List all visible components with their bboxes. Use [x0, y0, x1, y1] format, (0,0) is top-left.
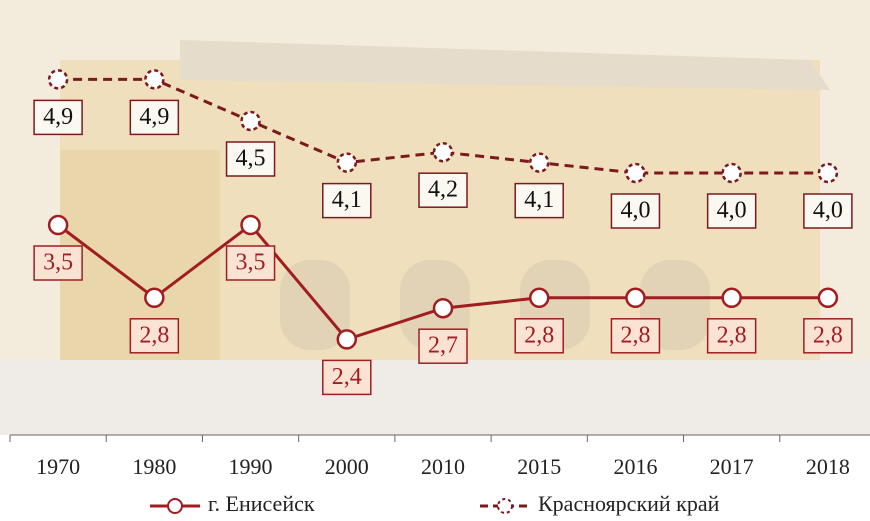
point — [240, 214, 261, 236]
point — [432, 297, 454, 319]
value-label: 2,8 — [717, 322, 747, 348]
value-label: 4,1 — [332, 187, 362, 213]
value-label-box — [322, 182, 372, 219]
point — [144, 69, 165, 90]
point — [721, 287, 742, 309]
value-label-box — [610, 193, 661, 229]
value-label: 4,5 — [236, 146, 266, 172]
value-label: 4,2 — [428, 177, 458, 203]
value-label: 4,0 — [813, 198, 843, 224]
value-label: 2,4 — [332, 364, 362, 390]
series-line — [58, 77, 828, 175]
x-tick-label: 2016 — [613, 454, 657, 479]
value-label-box — [803, 318, 853, 354]
point — [336, 329, 358, 350]
value-label: 2,7 — [428, 333, 458, 359]
legend-label: г. Енисейск — [208, 491, 315, 516]
point — [625, 287, 646, 309]
value-label: 3,5 — [43, 250, 73, 276]
point — [432, 141, 454, 163]
value-label-box — [610, 318, 661, 354]
point — [144, 287, 165, 309]
value-label-box — [129, 99, 180, 136]
value-label: 2,8 — [813, 322, 843, 348]
x-tick-label: 2018 — [806, 454, 850, 479]
x-tick-label: 2017 — [710, 454, 754, 479]
value-label-box — [322, 359, 372, 396]
value-label: 2,8 — [139, 322, 169, 348]
point — [336, 152, 358, 173]
value-label-box — [129, 318, 180, 354]
legend-marker — [497, 498, 513, 514]
value-label: 4,9 — [139, 104, 169, 130]
value-label-box — [418, 328, 468, 364]
x-tick-label: 2010 — [421, 454, 465, 479]
point — [721, 162, 742, 184]
value-label: 2,8 — [620, 322, 650, 348]
point — [47, 69, 69, 90]
value-label-box — [33, 245, 83, 281]
point — [817, 162, 839, 184]
value-label-box — [33, 99, 83, 136]
value-label-box — [225, 245, 276, 281]
legend-label: Красноярский край — [538, 491, 720, 516]
value-label: 3,5 — [236, 250, 266, 276]
point — [625, 162, 646, 184]
x-tick-label: 1980 — [132, 454, 176, 479]
x-tick-label: 1970 — [36, 454, 80, 479]
value-label: 2,8 — [524, 322, 554, 348]
x-tick-label: 1990 — [229, 454, 273, 479]
legend-marker — [167, 498, 183, 514]
x-tick-label: 2015 — [517, 454, 561, 479]
value-label-box — [803, 193, 853, 229]
value-label-box — [514, 318, 564, 354]
value-label-box — [706, 193, 757, 229]
value-label: 4,9 — [43, 104, 73, 130]
value-label: 4,0 — [717, 198, 747, 224]
point — [528, 287, 550, 309]
point — [528, 152, 550, 173]
value-label: 4,1 — [524, 187, 554, 213]
value-label-box — [225, 141, 276, 177]
value-label-box — [514, 182, 564, 219]
x-tick-label: 2000 — [325, 454, 369, 479]
value-label-box — [706, 318, 757, 354]
value-label: 4,0 — [620, 198, 650, 224]
point — [47, 214, 69, 236]
point — [240, 110, 261, 132]
point — [817, 287, 839, 309]
value-label-box — [418, 172, 468, 208]
